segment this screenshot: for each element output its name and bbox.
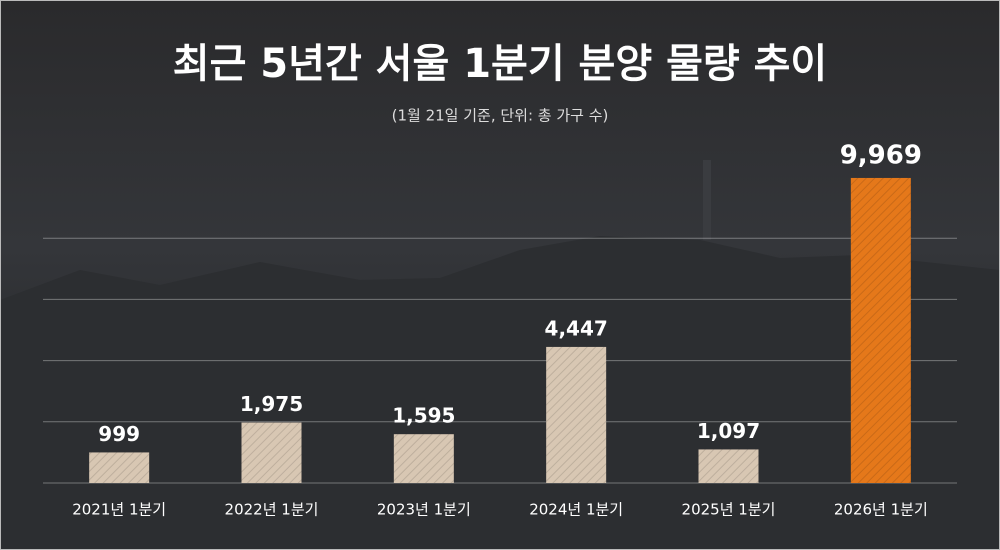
value-label: 4,447 — [545, 316, 608, 340]
x-tick-label: 2022년 1분기 — [225, 501, 319, 519]
value-label: 1,595 — [392, 404, 455, 428]
tower — [703, 160, 711, 240]
bar-hatch — [850, 177, 911, 483]
bar-hatch — [89, 452, 150, 483]
value-label: 1,097 — [697, 419, 760, 443]
value-label: 1,975 — [240, 392, 303, 416]
x-tick-label: 2021년 1분기 — [72, 501, 166, 519]
bar-hatch — [698, 449, 759, 483]
bar-hatch — [546, 346, 607, 483]
x-tick-label: 2023년 1분기 — [377, 501, 471, 519]
value-label: 9,969 — [840, 140, 922, 170]
chart-subtitle: (1월 21일 기준, 단위: 총 가구 수) — [392, 107, 609, 125]
bar-hatch — [393, 434, 454, 483]
x-tick-label: 2025년 1분기 — [682, 501, 776, 519]
chart-title: 최근 5년간 서울 1분기 분양 물량 추이 — [173, 41, 827, 87]
x-tick-label: 2026년 1분기 — [834, 501, 928, 519]
x-tick-label: 2024년 1분기 — [529, 501, 623, 519]
value-label: 999 — [98, 422, 140, 446]
bar-hatch — [241, 422, 302, 483]
